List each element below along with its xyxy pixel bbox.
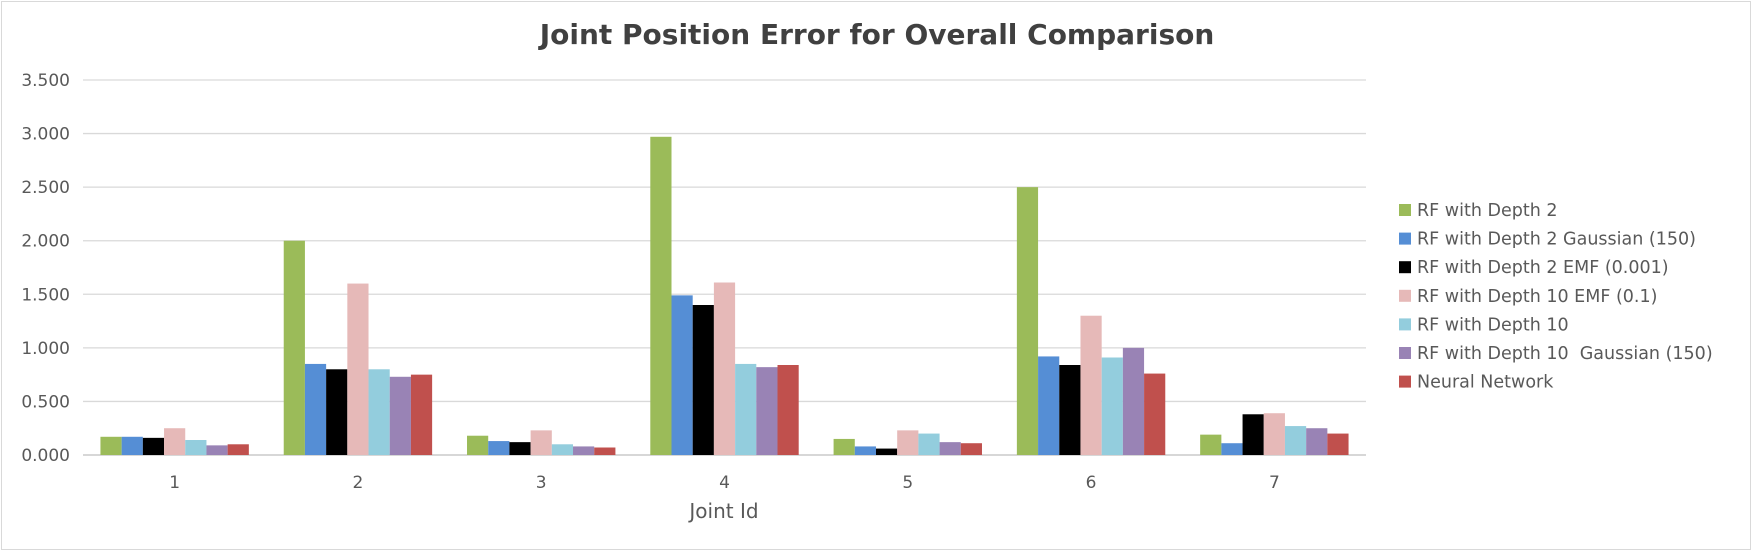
bars xyxy=(100,136,1349,456)
bar xyxy=(833,438,855,455)
bar xyxy=(918,433,940,455)
bar xyxy=(142,437,165,455)
bar xyxy=(1200,434,1222,455)
bar xyxy=(939,442,961,455)
x-tick-label: 2 xyxy=(353,473,364,493)
bar xyxy=(551,444,574,455)
bar xyxy=(1144,373,1166,455)
bar xyxy=(692,305,714,455)
bar xyxy=(854,446,876,455)
legend-entry: RF with Depth 2 xyxy=(1417,201,1557,221)
bar xyxy=(573,446,595,455)
bar xyxy=(875,448,898,455)
bar xyxy=(671,295,693,455)
bar xyxy=(1221,443,1243,455)
legend-swatch xyxy=(1399,375,1411,388)
bar xyxy=(410,374,433,455)
y-tick-label: 1.000 xyxy=(21,339,70,359)
x-axis-ticks: 1 2 3 4 5 6 7 xyxy=(169,473,1280,493)
bar xyxy=(185,440,207,455)
y-axis-ticks: 0.000 0.500 1.000 1.500 2.000 2.500 3.000 3.500 xyxy=(21,71,70,466)
bar xyxy=(1122,347,1145,455)
bar xyxy=(283,240,305,455)
x-tick-label: 6 xyxy=(1086,473,1097,493)
chart-title: Joint Position Error for Overall Compari… xyxy=(538,18,1215,51)
x-tick-label: 1 xyxy=(169,473,180,493)
bar xyxy=(1284,426,1307,455)
legend-entry: Neural Network xyxy=(1417,373,1554,393)
bar xyxy=(1016,187,1039,455)
x-tick-label: 7 xyxy=(1269,473,1280,493)
bar xyxy=(206,445,228,455)
bar xyxy=(735,363,757,455)
bar xyxy=(488,441,510,455)
legend-swatch xyxy=(1399,289,1411,302)
legend-entry: RF with Depth 10 EMF (0.1) xyxy=(1417,287,1657,307)
bar xyxy=(1101,357,1123,455)
legend-swatch xyxy=(1399,232,1411,245)
bar xyxy=(389,376,411,455)
bar xyxy=(347,283,369,455)
y-tick-label: 2.500 xyxy=(21,178,70,198)
bar xyxy=(304,363,327,455)
bar xyxy=(713,282,736,455)
x-tick-label: 4 xyxy=(719,473,730,493)
legend-entry: RF with Depth 2 Gaussian (150) xyxy=(1417,230,1696,250)
y-tick-label: 0.000 xyxy=(21,446,70,466)
legend-entry: RF with Depth 10 Gaussian (150) xyxy=(1417,344,1713,364)
y-tick-label: 3.500 xyxy=(21,71,70,91)
x-tick-label: 3 xyxy=(536,473,547,493)
bar xyxy=(509,442,531,455)
bar xyxy=(960,443,982,455)
bar xyxy=(897,430,919,455)
bar xyxy=(1242,414,1264,455)
bar xyxy=(1327,433,1349,455)
bar xyxy=(1263,413,1285,455)
bar xyxy=(326,369,348,455)
legend-swatch xyxy=(1399,204,1411,216)
legend: RF with Depth 2 RF with Depth 2 Gaussian … xyxy=(1399,201,1713,393)
bar xyxy=(594,447,616,455)
bar xyxy=(100,436,122,455)
bar xyxy=(756,367,778,455)
bar xyxy=(1080,315,1102,455)
bar xyxy=(227,444,249,455)
x-tick-label: 5 xyxy=(902,473,913,493)
y-tick-label: 1.500 xyxy=(21,285,70,305)
y-tick-label: 0.500 xyxy=(21,392,70,412)
bar xyxy=(1038,356,1060,455)
bar xyxy=(650,136,672,456)
bar xyxy=(467,435,489,455)
legend-swatch xyxy=(1399,318,1411,331)
legend-entry: RF with Depth 10 xyxy=(1417,315,1569,335)
legend-swatch xyxy=(1399,261,1411,274)
bar xyxy=(530,430,552,455)
bar xyxy=(368,369,390,455)
y-tick-label: 3.000 xyxy=(21,125,70,145)
bar xyxy=(1306,428,1328,455)
legend-swatch xyxy=(1399,347,1411,359)
x-axis-label: Joint Id xyxy=(687,499,758,523)
bar xyxy=(164,428,186,455)
legend-entry: RF with Depth 2 EMF (0.001) xyxy=(1417,258,1669,278)
bar xyxy=(1059,365,1081,455)
bar xyxy=(777,365,799,455)
y-tick-label: 2.000 xyxy=(21,232,70,252)
bar xyxy=(121,436,143,455)
